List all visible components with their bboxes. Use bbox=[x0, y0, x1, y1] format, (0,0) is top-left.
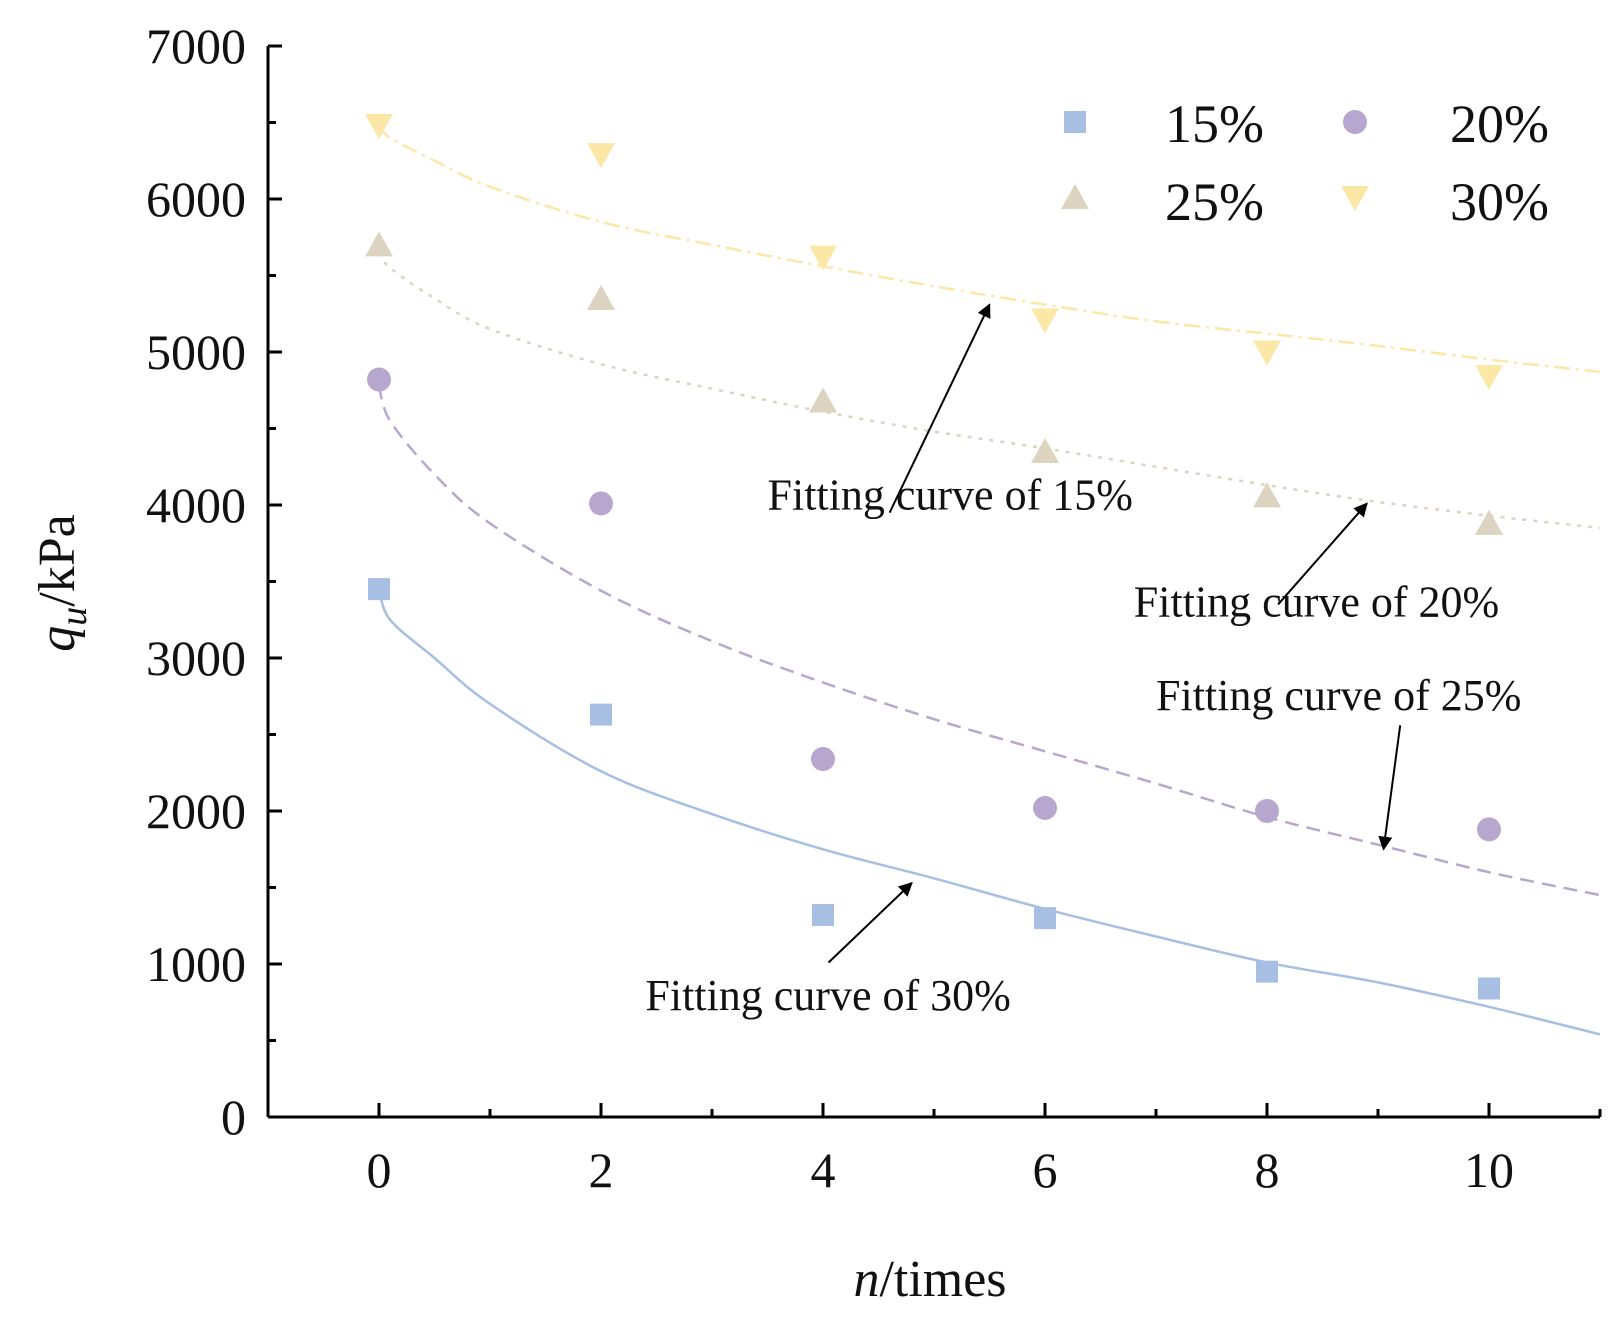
legend-item-25: 25% bbox=[1061, 172, 1264, 232]
annotation-arrow bbox=[888, 303, 991, 514]
point-15 bbox=[1034, 907, 1056, 930]
annotation-label: Fitting curve of 15% bbox=[768, 471, 1133, 520]
annotation-arrow bbox=[827, 881, 913, 964]
point-25 bbox=[1253, 482, 1281, 508]
annotation-arrow bbox=[1378, 725, 1402, 851]
y-tick-label: 7000 bbox=[146, 18, 246, 74]
x-tick-label: 8 bbox=[1255, 1142, 1280, 1198]
point-25 bbox=[1031, 437, 1059, 463]
y-axis-title: qu/kPa bbox=[29, 514, 95, 651]
legend-triangle-up-marker bbox=[1061, 184, 1089, 209]
point-15 bbox=[1478, 977, 1500, 1000]
fit-curve-15 bbox=[377, 588, 1600, 1036]
legend-triangle-down-marker bbox=[1341, 186, 1369, 211]
point-15 bbox=[812, 904, 834, 927]
fit-curves bbox=[377, 124, 1600, 1036]
annotation-label: Fitting curve of 20% bbox=[1134, 578, 1499, 627]
legend-label-20: 20% bbox=[1450, 94, 1549, 154]
point-20 bbox=[1477, 817, 1501, 842]
point-30 bbox=[1031, 308, 1059, 334]
point-15 bbox=[1256, 960, 1278, 983]
point-25 bbox=[365, 231, 393, 257]
point-20 bbox=[589, 491, 613, 516]
point-25 bbox=[809, 387, 837, 413]
point-15 bbox=[368, 578, 390, 601]
x-tick-label: 2 bbox=[589, 1142, 614, 1198]
point-30 bbox=[587, 143, 615, 169]
point-20 bbox=[1033, 795, 1057, 820]
x-ticks: 0 2 4 6 8 10 bbox=[266, 1103, 1602, 1198]
point-25 bbox=[587, 284, 615, 310]
x-tick-label: 0 bbox=[367, 1142, 392, 1198]
y-tick-label: 4000 bbox=[146, 477, 246, 533]
legend-item-20: 20% bbox=[1343, 94, 1549, 154]
x-tick-label: 4 bbox=[811, 1142, 836, 1198]
annotations: Fitting curve of 15% Fitting curve of 20%… bbox=[645, 303, 1521, 1020]
point-20 bbox=[1255, 799, 1279, 823]
y-tick-label: 0 bbox=[221, 1089, 246, 1145]
legend-item-15: 15% bbox=[1064, 94, 1264, 154]
annotation-label: Fitting curve of 30% bbox=[645, 971, 1010, 1020]
fit-curve-20 bbox=[377, 385, 1600, 897]
legend-label-25: 25% bbox=[1165, 172, 1264, 232]
fit-curve-30 bbox=[378, 124, 1600, 374]
point-20 bbox=[811, 746, 835, 771]
point-30 bbox=[1253, 340, 1281, 366]
y-tick-label: 3000 bbox=[146, 630, 246, 686]
point-15 bbox=[590, 703, 612, 726]
legend-item-30: 30% bbox=[1341, 172, 1549, 232]
point-20 bbox=[367, 367, 391, 392]
point-30 bbox=[1475, 364, 1503, 390]
data-points bbox=[365, 114, 1503, 1000]
legend-square-marker bbox=[1064, 111, 1086, 133]
legend-circle-marker bbox=[1343, 110, 1367, 134]
y-ticks: 0 1000 2000 3000 4000 5000 6000 7000 bbox=[146, 18, 282, 1145]
x-axis-title: n/times bbox=[853, 1251, 1006, 1308]
legend-label-15: 15% bbox=[1165, 94, 1264, 154]
point-25 bbox=[1475, 509, 1503, 535]
x-tick-label: 6 bbox=[1033, 1142, 1058, 1198]
point-30 bbox=[365, 114, 393, 140]
y-tick-label: 6000 bbox=[146, 171, 246, 227]
y-tick-label: 1000 bbox=[146, 936, 246, 992]
y-tick-label: 2000 bbox=[146, 783, 246, 839]
annotation-arrow bbox=[1277, 502, 1368, 606]
legend-label-30: 30% bbox=[1450, 172, 1549, 232]
x-tick-label: 10 bbox=[1464, 1142, 1514, 1198]
annotation-label: Fitting curve of 25% bbox=[1156, 671, 1521, 720]
legend: 15% 20% 25% 30% bbox=[1061, 94, 1549, 232]
y-tick-label: 5000 bbox=[146, 324, 246, 380]
point-30 bbox=[809, 245, 837, 271]
